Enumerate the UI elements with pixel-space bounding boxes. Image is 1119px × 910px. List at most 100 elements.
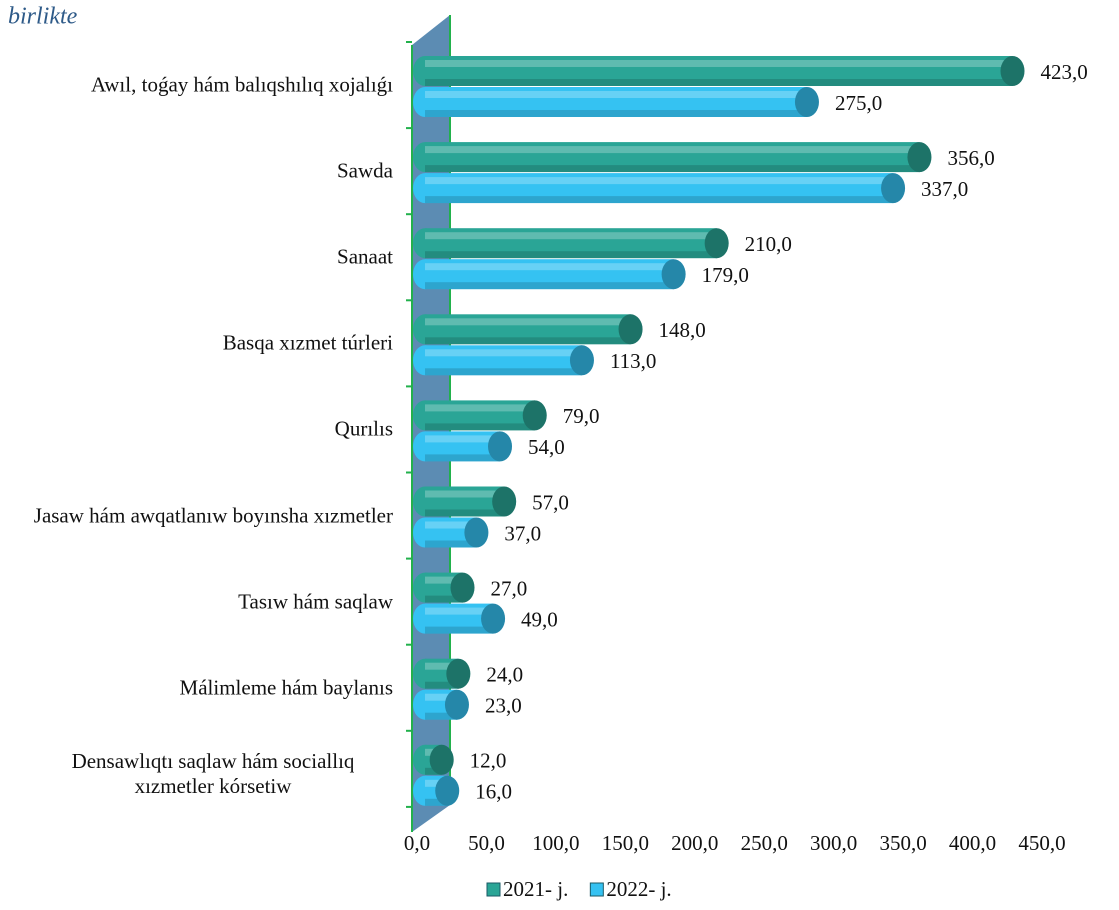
category-label: Tasıw hám saqlaw [238,589,393,614]
bar-highlight [425,779,448,787]
bar-highlight [425,232,717,240]
bar-cap-shade [492,486,517,517]
bar-shade [425,196,894,204]
bar [413,173,906,204]
value-label: 148,0 [659,318,706,342]
bar [413,658,471,689]
category-label: Málimleme hám baylanıs [179,675,393,700]
bar [413,259,686,290]
bar-cap-shade [444,689,469,720]
legend-label: 2021- j. [503,877,568,901]
value-label: 49,0 [521,607,558,631]
bar-cap-shade [522,400,547,431]
value-label: 54,0 [528,435,565,459]
bar-cap-shade [488,431,512,462]
bar-body [425,486,505,517]
bar-highlight [425,318,631,326]
value-label: 37,0 [504,521,541,545]
bar-body [425,87,807,117]
value-label: 16,0 [475,780,512,804]
bar-cap [661,259,686,290]
legend-swatch [589,882,604,897]
bar-shade [425,626,494,634]
bar-cap-shade [481,603,506,634]
bar-highlight [425,60,1013,67]
bar-cap-shade [429,744,454,775]
bar-cap-shade [1000,56,1025,86]
bar-cap-shade [881,173,906,204]
category-label: Qurılıs [334,416,393,441]
bar [413,775,460,806]
bar-highlight [425,146,920,154]
bar-body [425,259,674,290]
chart-title: birlikte [8,4,78,30]
category-label: Awıl, toǵay hám balıqshılıq xojalıǵı [91,72,393,97]
value-label: 356,0 [947,146,994,170]
bar-body [425,400,535,431]
category-label: Sawda [337,158,393,183]
bar [413,400,547,431]
category-label: Densawlıqtı saqlaw hám sociallıq xızmetl… [71,748,355,798]
bar-cap-shade [704,228,729,259]
bar-shade [425,79,1013,86]
bar-shade [425,509,505,517]
bar [413,486,517,517]
bar [413,345,594,376]
bar [413,744,454,775]
x-tick-label: 450,0 [1018,831,1065,855]
bar-shade [425,165,920,173]
bar-highlight [425,177,894,185]
bar-cap [569,345,594,376]
category-label: Jasaw hám awqatlanıw boyınsha xızmetler [33,503,393,527]
legend-label: 2022- j. [606,877,671,901]
bar-cap [429,744,454,775]
bar-body [425,431,500,462]
bar-cap-shade [464,517,489,548]
bar-cap-shade [569,345,594,376]
value-label: 27,0 [491,576,528,600]
bar-cap [492,486,517,517]
bar-cap-shade [661,259,686,290]
bar-shade [425,540,477,548]
value-label: 24,0 [486,663,523,687]
category-label: Basqa xızmet túrleri [222,330,393,355]
bar-cap [1000,56,1025,86]
value-label: 12,0 [470,749,507,773]
bar-highlight [425,404,535,412]
x-tick-label: 200,0 [671,831,718,855]
bar-cap [444,689,469,720]
bar-cap [481,603,506,634]
bar-highlight [425,576,463,584]
bar-body [425,56,1013,86]
bar [413,314,643,345]
bar-cap-shade [907,142,932,173]
bar-highlight [425,263,674,271]
bar-cap [450,572,475,603]
bar-body [425,173,894,204]
bar-body [425,142,920,173]
bar-shade [425,454,500,462]
bar-highlight [425,435,500,443]
value-label: 113,0 [610,349,656,373]
value-label: 337,0 [921,177,968,201]
bar-highlight [425,662,459,670]
bar [413,572,475,603]
bar [413,689,469,720]
bar-body [425,228,717,259]
value-label: 423,0 [1041,60,1088,84]
bar-cap [704,228,729,259]
bar-cap [446,658,471,689]
bar-shade [425,282,674,290]
bar-cap [488,431,512,462]
value-label: 275,0 [835,91,882,115]
bar-cap [881,173,906,204]
bar-shade [425,712,457,720]
bar [413,142,932,173]
category-label: Sanaat [337,244,393,269]
x-tick-label: 100,0 [532,831,579,855]
legend-swatch [486,882,501,897]
bar-cap [464,517,489,548]
bar-cap-shade [446,658,471,689]
bar [413,517,489,548]
bar-cap [907,142,932,173]
